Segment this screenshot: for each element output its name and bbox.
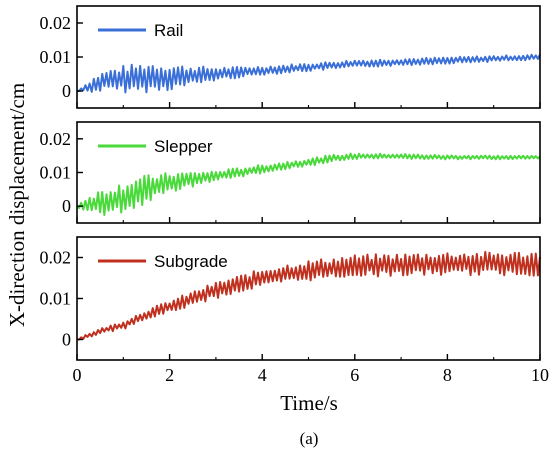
legend-label: Rail	[154, 21, 183, 40]
x-axis-label: Time/s	[280, 391, 338, 415]
x-axis: 0 2 4 6 8 10	[73, 365, 550, 385]
y-axis-label: X-direction displacement/cm	[5, 83, 29, 327]
x-tick-label: 0	[73, 365, 82, 385]
y-tick-label: 0.01	[40, 163, 72, 183]
series-line-subgrade	[76, 250, 541, 341]
y-tick-label: 0	[62, 330, 71, 350]
panels-layer: 0 0.01 0.02 Rail 0 0.01 0.02 Slepper 0 0.01 0.02 Su…	[40, 5, 541, 361]
figure-caption: (a)	[300, 429, 319, 448]
plot-frame	[76, 236, 541, 361]
x-tick-label: 4	[258, 365, 267, 385]
series-line-slepper	[76, 152, 541, 217]
panel-subgrade: 0 0.01 0.02 Subgrade	[40, 236, 541, 361]
x-tick-label: 10	[531, 365, 549, 385]
y-tick-label: 0.02	[40, 13, 72, 33]
y-tick-label: 0.02	[40, 129, 72, 149]
x-tick-label: 2	[165, 365, 174, 385]
legend-label: Slepper	[154, 137, 213, 156]
y-tick-label: 0	[62, 196, 71, 216]
panel-slepper: 0 0.01 0.02 Slepper	[40, 121, 541, 224]
y-tick-label: 0.01	[40, 289, 72, 309]
y-tick-label: 0.01	[40, 47, 72, 67]
y-tick-label: 0.02	[40, 248, 72, 268]
plot-frame	[76, 121, 541, 224]
panel-rail: 0 0.01 0.02 Rail	[40, 5, 541, 109]
legend-label: Subgrade	[154, 252, 228, 271]
series-line-rail	[76, 53, 541, 94]
x-tick-label: 8	[443, 365, 452, 385]
x-tick-label: 6	[350, 365, 359, 385]
y-tick-label: 0	[62, 81, 71, 101]
